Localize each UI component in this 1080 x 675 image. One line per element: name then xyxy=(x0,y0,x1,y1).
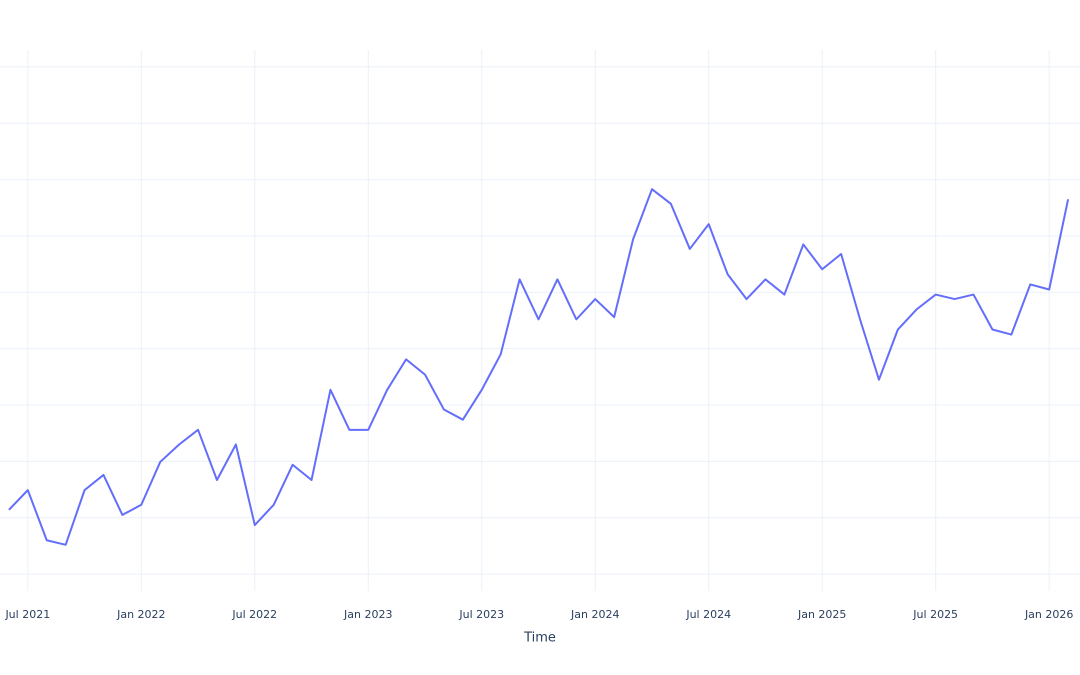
x-tick-label: Jul 2022 xyxy=(231,608,277,621)
x-tick-label: Jan 2026 xyxy=(1024,608,1073,621)
x-tick-label: Jul 2024 xyxy=(685,608,731,621)
x-tick-label: Jan 2022 xyxy=(116,608,165,621)
x-tick-label: Jul 2023 xyxy=(458,608,504,621)
x-tick-label: Jan 2025 xyxy=(797,608,846,621)
x-tick-label: Jul 2025 xyxy=(912,608,958,621)
x-tick-label: Jan 2023 xyxy=(343,608,392,621)
x-tick-label: Jan 2024 xyxy=(570,608,619,621)
line-series xyxy=(8,188,1070,546)
x-tick-label: Jul 2021 xyxy=(4,608,50,621)
grid xyxy=(0,50,1080,591)
x-axis-title: Time xyxy=(523,631,556,646)
